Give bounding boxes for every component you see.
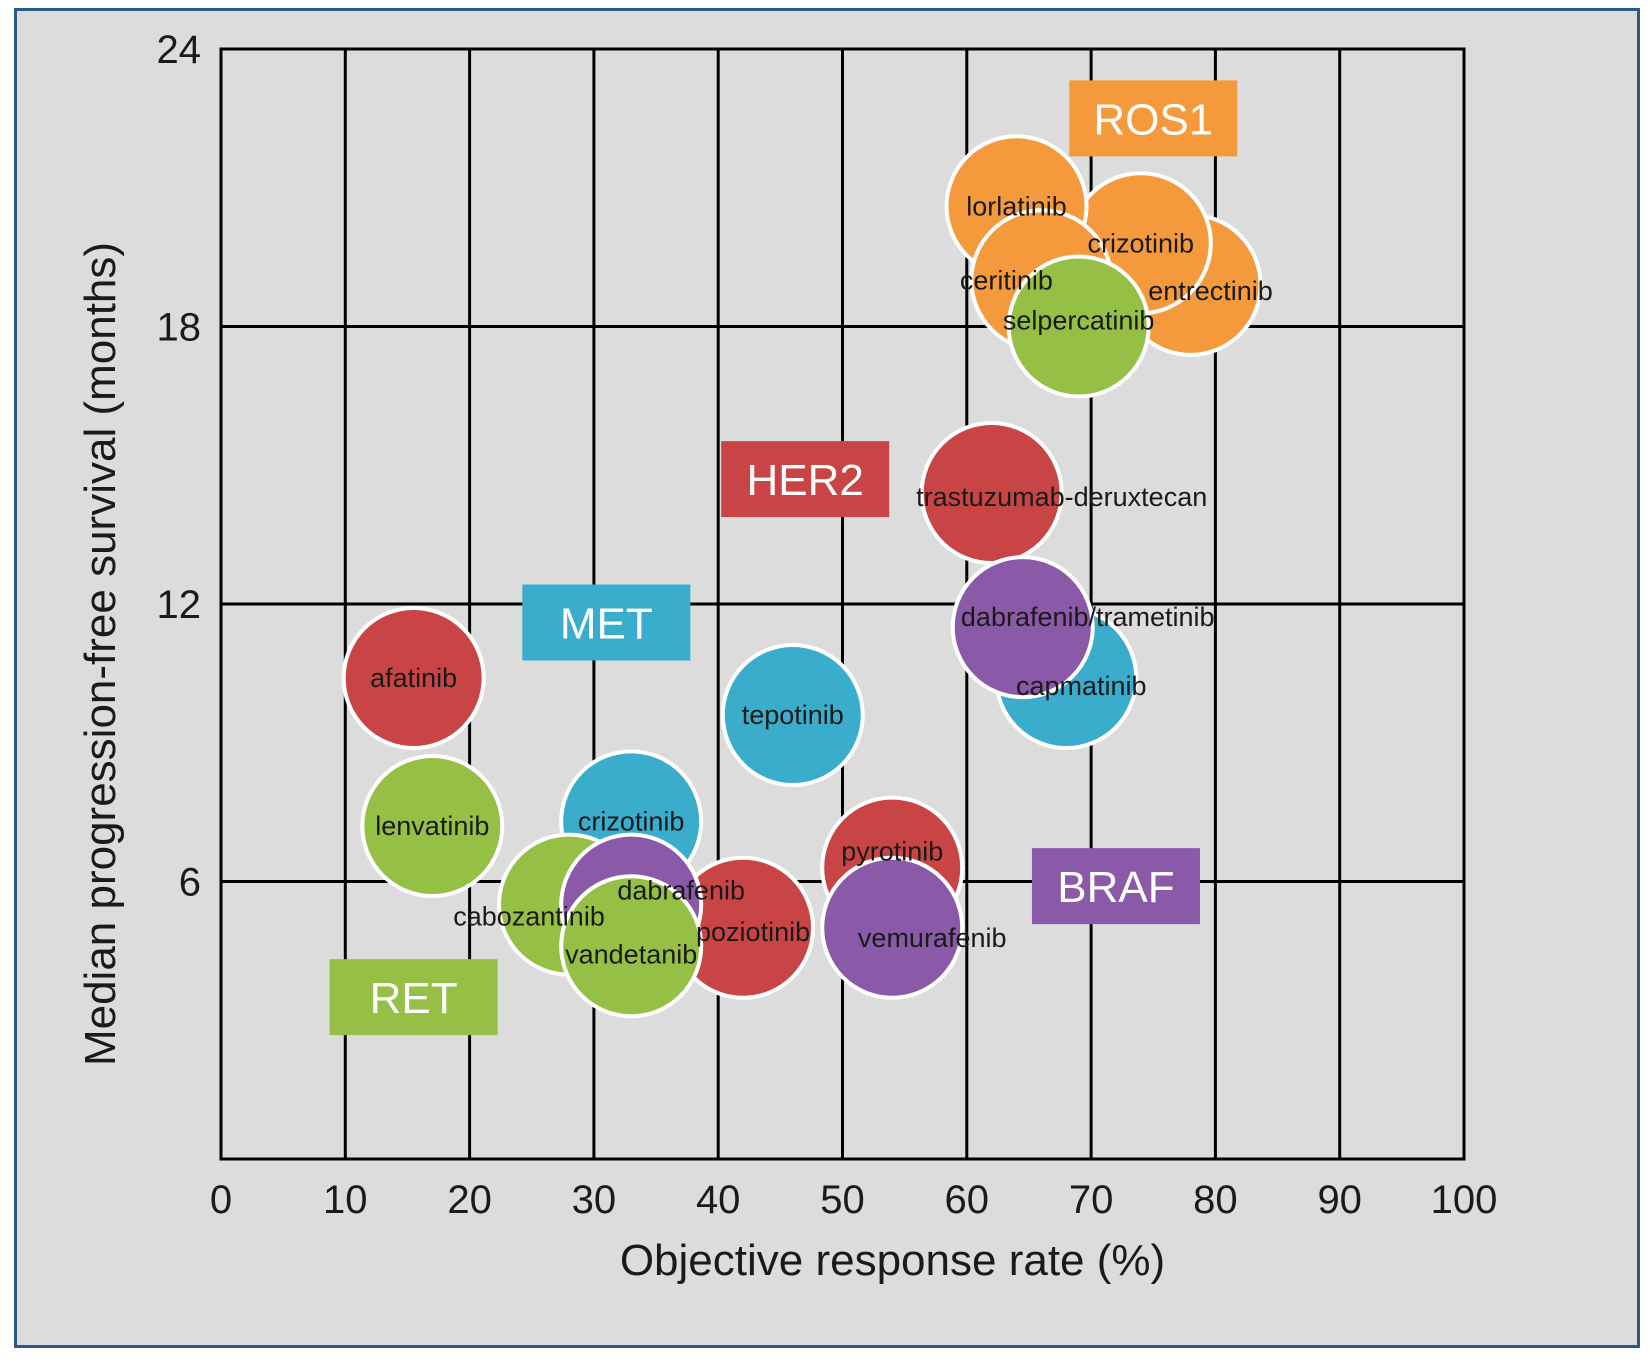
x-tick-label: 90 [1317,1178,1362,1222]
bubble-labels: entrectinib crizotinib lorlatinib ceritinib… [370,191,1273,969]
bubble-label: poziotinib [696,917,810,947]
bubble-dabrafenib-trametinib [950,555,1095,700]
group-tag-ret [329,959,498,1036]
x-tick-label: 30 [572,1178,617,1222]
y-axis-title: Median progression-free survival (months… [76,242,125,1066]
x-tick-label: 20 [447,1178,492,1222]
bubble-label: crizotinib [1088,228,1195,258]
bubble-label: afatinib [370,663,457,693]
x-tick-label: 40 [696,1178,741,1222]
bubble-afatinib [341,606,486,750]
y-tick-label: 6 [179,861,201,905]
bubble-label: tepotinib [742,700,844,730]
bubble-vemurafenib [820,855,965,1000]
bubble-label: trastuzumab-deruxtecan [916,482,1207,512]
x-tick-label: 70 [1069,1178,1114,1222]
bubble-label: vemurafenib [858,923,1007,953]
bubbles [341,134,1263,1019]
bubble-selpercatinib [1006,254,1151,399]
bubble-label: entrectinib [1148,276,1273,306]
bubble-chart: entrectinib crizotinib lorlatinib ceritinib… [76,28,1498,1285]
y-tick-label: 18 [157,306,202,350]
group-tag-ros1 [1069,80,1238,157]
group-label: HER2 [747,456,864,505]
chart-frame: entrectinib crizotinib lorlatinib ceritinib… [14,8,1640,1348]
x-tick-label: 100 [1431,1178,1498,1222]
bubble-label: pyrotinib [841,837,943,867]
x-tick-label: 0 [210,1178,232,1222]
x-axis-title: Objective response rate (%) [620,1236,1165,1285]
group-tag-her2 [721,441,890,518]
bubble-label: vandetanib [565,939,697,969]
y-tick-label: 24 [157,28,202,72]
x-tick-label: 50 [820,1178,865,1222]
group-labels: ROS1 HER2 MET BRAF RET [329,80,1238,1036]
bubble-label: capmatinib [1016,671,1147,701]
bubble-label: dabrafenib/trametinib [961,602,1215,632]
group-label: BRAF [1057,863,1174,912]
bubble-tepotinib [720,643,865,787]
group-tag-braf [1031,848,1200,925]
bubble-label: cabozantinib [453,902,605,932]
bubble-label: selpercatinib [1003,306,1155,336]
bubble-label: lenvatinib [375,811,489,841]
group-label: MET [560,600,653,649]
bubble-vandetanib [559,874,704,1019]
y-tick-label: 12 [157,583,202,627]
bubble-label: ceritinib [960,265,1053,295]
bubble-label: lorlatinib [966,191,1067,221]
group-tag-met [522,584,691,661]
bubble-label: dabrafenib [617,876,745,906]
bubble-label: crizotinib [578,806,685,836]
group-label: RET [370,974,458,1023]
x-tick-label: 10 [323,1178,368,1222]
x-tick-label: 60 [945,1178,990,1222]
x-tick-label: 80 [1193,1178,1238,1222]
bubble-lenvatinib [360,754,505,898]
group-label: ROS1 [1093,95,1213,144]
tick-labels: 0 10 20 30 40 50 60 70 80 90 100 6 12 18 24 [157,28,1498,1222]
